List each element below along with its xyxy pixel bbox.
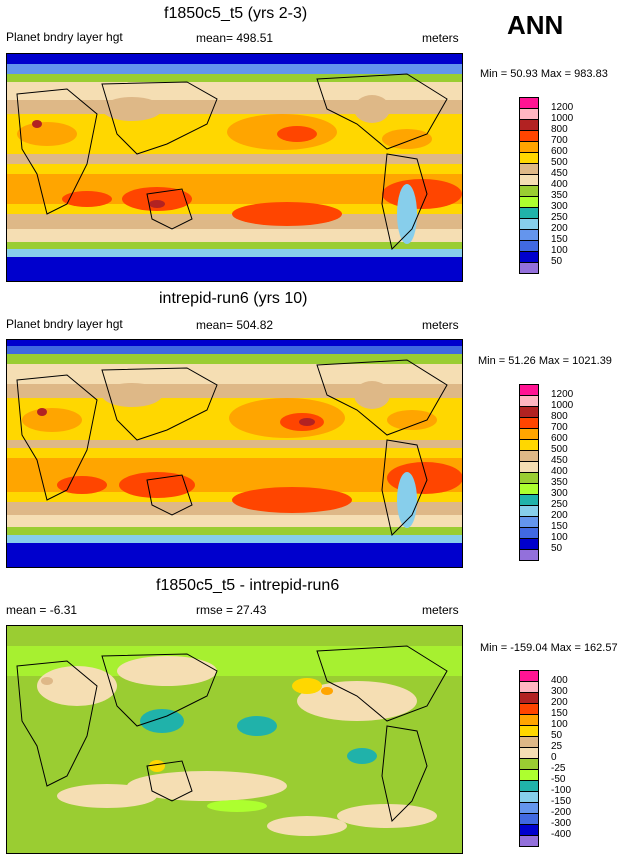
panel-3-legend-level: -300 [551, 818, 572, 829]
panel-2-legend-level: 150 [551, 521, 568, 532]
panel-2-legend-level: 600 [551, 433, 568, 444]
panel-1-legend-level: 450 [551, 168, 568, 179]
panel-3-legend-level: -25 [551, 763, 566, 774]
panel-3-title: f1850c5_t5 - intrepid-run6 [156, 577, 340, 594]
season-label: ANN [507, 10, 564, 40]
panel-1-legend-level: 50 [551, 256, 563, 267]
panel-2-legend-level: 800 [551, 411, 568, 422]
panel-2-mean-label: mean= 504.82 [196, 318, 274, 332]
panel-2-legend-level: 1000 [551, 400, 574, 411]
panel-1-legend-level: 350 [551, 190, 568, 201]
panel-1-legend-level: 700 [551, 135, 568, 146]
panel-2-legend-level: 500 [551, 444, 568, 455]
panel-1-title: f1850c5_t5 (yrs 2-3) [164, 5, 308, 22]
panel-3-minmax-label: Min = -159.04 Max = 162.57 [480, 642, 618, 654]
panel-3-map [6, 625, 463, 854]
panel-1-legend-level: 500 [551, 157, 568, 168]
panel-2-legend-level: 50 [551, 543, 563, 554]
panel-3-rmse-label: rmse = 27.43 [196, 603, 267, 617]
panel-3-legend-level: -400 [551, 829, 572, 840]
panel-1-legend-level: 200 [551, 223, 568, 234]
panel-2-map [6, 339, 463, 568]
panel-2-legend-swatch [519, 549, 539, 561]
panel-3-legend-level: 200 [551, 697, 568, 708]
panel-1-mean-label: mean= 498.51 [196, 31, 274, 45]
panel-2-legend-level: 100 [551, 532, 568, 543]
panel-2-legend-level: 450 [551, 455, 568, 466]
panel-3-map-svg [7, 626, 462, 853]
panel-1-variable-label: Planet bndry layer hgt [6, 30, 123, 44]
panel-2-minmax-label: Min = 51.26 Max = 1021.39 [478, 355, 612, 367]
panel-1-legend-swatch [519, 262, 539, 274]
panel-1-legend-level: 600 [551, 146, 568, 157]
panel-3-units-label: meters [422, 603, 459, 617]
panel-3-legend-level: -150 [551, 796, 572, 807]
panel-1-legend-level: 1200 [551, 102, 574, 113]
panel-1-map [6, 53, 463, 282]
panel-2-legend-level: 400 [551, 466, 568, 477]
panel-3-legend-swatch [519, 835, 539, 847]
panel-1-minmax-label: Min = 50.93 Max = 983.83 [480, 68, 608, 80]
panel-3-legend-level: 400 [551, 675, 568, 686]
panel-2-legend-level: 250 [551, 499, 568, 510]
panel-3-legend-level: -100 [551, 785, 572, 796]
panel-3-mean-label: mean = -6.31 [6, 603, 78, 617]
panel-3-legend-level: 300 [551, 686, 568, 697]
panel-3-legend-level: 150 [551, 708, 568, 719]
panel-1-legend-level: 1000 [551, 113, 574, 124]
panel-2-variable-label: Planet bndry layer hgt [6, 317, 123, 331]
panel-3-legend-level: 100 [551, 719, 568, 730]
panel-3-legend-level: 25 [551, 741, 563, 752]
panel-1-legend-level: 800 [551, 124, 568, 135]
panel-2-legend-level: 1200 [551, 389, 574, 400]
panel-3-legend-level: 0 [551, 752, 557, 763]
panel-1-units-label: meters [422, 31, 459, 45]
panel-2-title: intrepid-run6 (yrs 10) [159, 290, 308, 307]
panel-1-legend-level: 400 [551, 179, 568, 190]
panel-3-legend-level: 50 [551, 730, 563, 741]
panel-2-map-svg [7, 340, 462, 567]
panel-2-legend-level: 200 [551, 510, 568, 521]
panel-1-legend-level: 250 [551, 212, 568, 223]
panel-3-legend-level: -50 [551, 774, 566, 785]
panel-1-legend-level: 150 [551, 234, 568, 245]
panel-3-legend-level: -200 [551, 807, 572, 818]
panel-1-map-svg [7, 54, 462, 281]
panel-1-legend-level: 100 [551, 245, 568, 256]
panel-1-legend-level: 300 [551, 201, 568, 212]
panel-2-units-label: meters [422, 318, 459, 332]
panel-2-legend-level: 700 [551, 422, 568, 433]
panel-2-legend-level: 300 [551, 488, 568, 499]
panel-2-legend-level: 350 [551, 477, 568, 488]
